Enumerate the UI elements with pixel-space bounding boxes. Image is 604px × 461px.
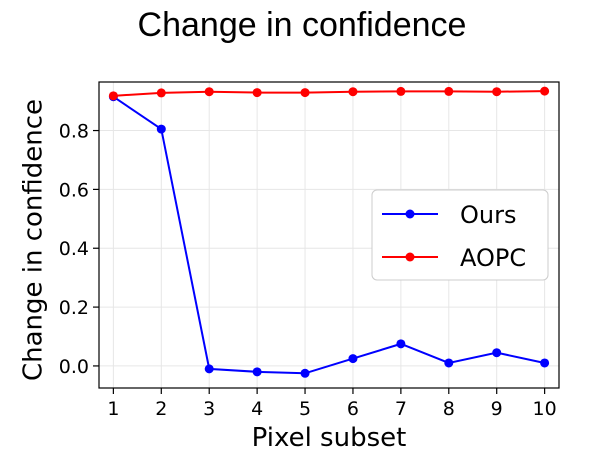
x-axis-label: Pixel subset [252, 423, 407, 453]
slide-title: Change in confidence [137, 6, 467, 44]
data-point [300, 368, 310, 378]
x-tick-label: 4 [251, 398, 263, 420]
data-point [348, 354, 358, 364]
legend: Ours AOPC [371, 189, 549, 281]
legend-label: Ours [460, 201, 516, 229]
data-point [156, 124, 166, 134]
series-line [112, 95, 545, 375]
data-point [444, 86, 454, 96]
y-tick-label: 0.6 [59, 179, 89, 201]
legend-item: Ours [382, 201, 516, 229]
x-tick-label: 10 [533, 398, 557, 420]
data-point [492, 87, 502, 97]
data-point [396, 86, 406, 96]
x-tick-label: 8 [443, 398, 455, 420]
series-aopc [108, 86, 550, 101]
legend-item: AOPC [382, 244, 526, 272]
series [108, 86, 550, 378]
y-tick-label: 0.2 [59, 297, 89, 319]
x-tick-label: 6 [347, 398, 359, 420]
x-tick-label: 5 [299, 398, 311, 420]
legend-marker [405, 209, 415, 219]
data-point [540, 86, 550, 96]
data-point [348, 87, 358, 97]
data-point [540, 358, 550, 368]
plot-frame [98, 81, 560, 389]
legend-label: AOPC [460, 244, 526, 272]
y-tick-label: 0.8 [59, 121, 89, 143]
x-tick-label: 9 [491, 398, 503, 420]
data-point [204, 87, 214, 97]
y-axis-label: Change in confidence [19, 99, 49, 381]
data-point [492, 348, 502, 358]
y-tick-label: 0.0 [59, 356, 89, 378]
series-line [113, 90, 545, 97]
data-point [204, 364, 214, 374]
data-point [300, 88, 310, 98]
x-tick-label: 1 [107, 398, 119, 420]
x-tick-label: 2 [155, 398, 167, 420]
data-point [396, 339, 406, 349]
x-tick-label: 3 [203, 398, 215, 420]
x-tick-label: 7 [395, 398, 407, 420]
legend-marker [405, 252, 415, 262]
data-point [156, 88, 166, 98]
axis-ticks: 1 2 3 4 5 6 7 8 9 10 0.0 0.2 0.4 0.6 0.8 [59, 121, 557, 420]
data-point [252, 88, 262, 98]
data-point [108, 91, 118, 101]
data-point [444, 358, 454, 368]
y-tick-label: 0.4 [59, 238, 89, 260]
data-point [252, 367, 262, 377]
